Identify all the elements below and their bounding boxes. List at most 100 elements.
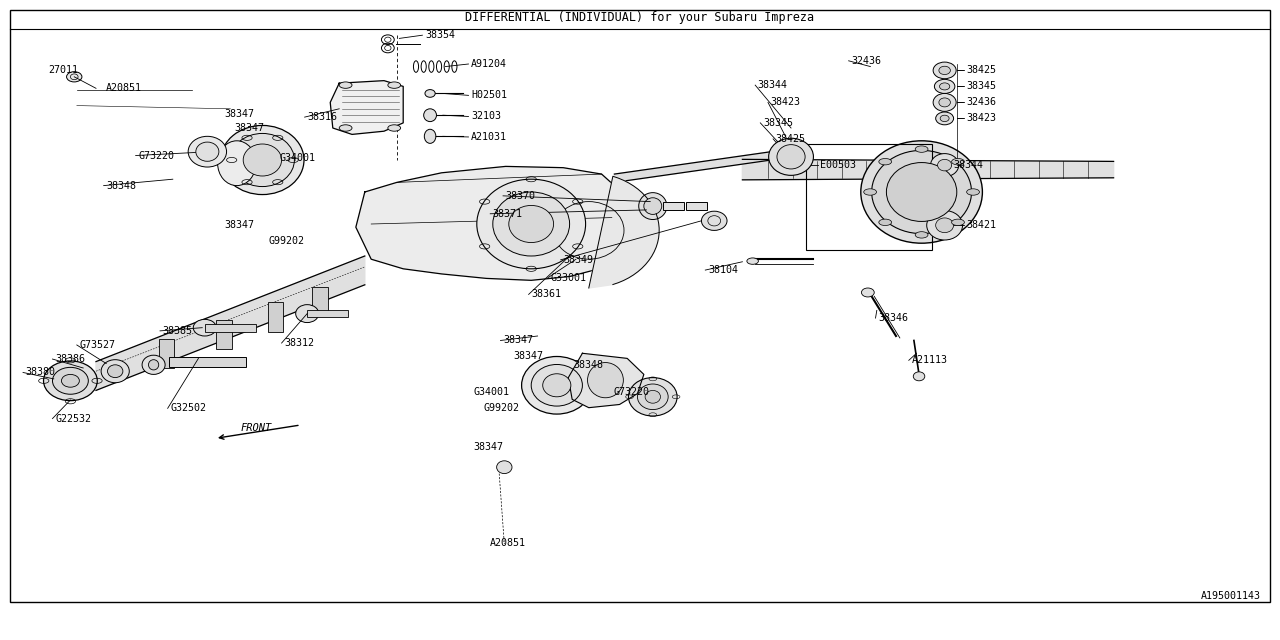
Ellipse shape [508, 205, 553, 243]
Text: 38347: 38347 [503, 335, 532, 346]
Text: 38423: 38423 [966, 113, 996, 124]
Ellipse shape [872, 150, 972, 234]
Text: A20851: A20851 [106, 83, 142, 93]
Ellipse shape [861, 288, 874, 297]
Ellipse shape [940, 67, 951, 75]
Text: G99202: G99202 [484, 403, 520, 413]
Text: 38354: 38354 [425, 30, 454, 40]
Ellipse shape [243, 144, 282, 176]
Bar [686, 202, 707, 210]
Ellipse shape [940, 83, 950, 90]
Ellipse shape [44, 361, 97, 401]
Ellipse shape [914, 372, 925, 381]
Ellipse shape [193, 319, 216, 336]
Ellipse shape [67, 72, 82, 82]
Circle shape [879, 159, 892, 165]
Text: G33001: G33001 [550, 273, 586, 283]
Text: A21031: A21031 [471, 132, 507, 142]
Ellipse shape [637, 384, 668, 410]
Ellipse shape [860, 141, 983, 243]
Ellipse shape [588, 362, 623, 397]
Text: 32436: 32436 [966, 97, 996, 108]
Text: 38361: 38361 [531, 289, 561, 300]
Bar [663, 202, 684, 210]
Text: DIFFERENTIAL (INDIVIDUAL) for your Subaru Impreza: DIFFERENTIAL (INDIVIDUAL) for your Subar… [466, 11, 814, 24]
Ellipse shape [425, 129, 435, 143]
Polygon shape [568, 353, 644, 408]
Ellipse shape [933, 62, 956, 79]
Ellipse shape [230, 133, 294, 187]
Text: 38348: 38348 [106, 180, 136, 191]
Text: 38386: 38386 [55, 354, 84, 364]
Ellipse shape [639, 193, 667, 220]
Text: G34001: G34001 [279, 153, 315, 163]
Ellipse shape [493, 192, 570, 256]
Ellipse shape [936, 218, 954, 233]
Text: FRONT: FRONT [241, 422, 271, 433]
Ellipse shape [777, 145, 805, 169]
Ellipse shape [940, 115, 950, 122]
Text: G73527: G73527 [79, 340, 115, 350]
Bar [205, 324, 256, 332]
Bar [806, 144, 932, 250]
Text: G22532: G22532 [55, 413, 91, 424]
Ellipse shape [61, 374, 79, 387]
Text: 38346: 38346 [878, 313, 908, 323]
Text: 38349: 38349 [563, 255, 593, 265]
Text: 38316: 38316 [307, 112, 337, 122]
Text: 38425: 38425 [966, 65, 996, 76]
Ellipse shape [101, 360, 129, 383]
Ellipse shape [218, 141, 256, 186]
Text: A20851: A20851 [490, 538, 526, 548]
Circle shape [915, 146, 928, 152]
Text: 38344: 38344 [954, 160, 983, 170]
Ellipse shape [927, 211, 963, 240]
Circle shape [864, 189, 877, 195]
Text: H02501: H02501 [471, 90, 507, 100]
Ellipse shape [644, 198, 662, 214]
Ellipse shape [748, 258, 759, 264]
Text: 32103: 32103 [471, 111, 500, 122]
Bar [312, 287, 328, 316]
Ellipse shape [701, 211, 727, 230]
Text: G73220: G73220 [613, 387, 649, 397]
Ellipse shape [645, 390, 660, 403]
Ellipse shape [934, 79, 955, 93]
Text: A91204: A91204 [471, 59, 507, 69]
Bar [169, 357, 246, 367]
Text: 27011: 27011 [49, 65, 78, 76]
Circle shape [388, 125, 401, 131]
Text: 38347: 38347 [474, 442, 503, 452]
Circle shape [966, 189, 979, 195]
Ellipse shape [531, 365, 582, 406]
Text: 38348: 38348 [573, 360, 603, 370]
Polygon shape [742, 159, 1114, 180]
Text: A195001143: A195001143 [1201, 591, 1261, 602]
Circle shape [915, 232, 928, 238]
Text: 38425: 38425 [776, 134, 805, 144]
Text: 38344: 38344 [758, 80, 787, 90]
Ellipse shape [543, 374, 571, 397]
Text: A21113: A21113 [911, 355, 947, 365]
Bar [159, 339, 174, 368]
Ellipse shape [931, 154, 959, 177]
Polygon shape [589, 176, 659, 288]
Ellipse shape [196, 142, 219, 161]
Text: 32436: 32436 [851, 56, 881, 66]
Ellipse shape [886, 163, 957, 221]
Ellipse shape [940, 98, 951, 107]
Ellipse shape [628, 378, 677, 416]
Text: 38423: 38423 [771, 97, 800, 108]
Text: 38347: 38347 [224, 220, 253, 230]
Text: 38345: 38345 [763, 118, 792, 128]
Bar [307, 310, 348, 317]
Polygon shape [96, 256, 365, 390]
Ellipse shape [52, 367, 88, 394]
Ellipse shape [188, 136, 227, 167]
Text: 38421: 38421 [966, 220, 996, 230]
Polygon shape [356, 166, 614, 280]
Text: G34001: G34001 [474, 387, 509, 397]
Text: 38104: 38104 [708, 265, 737, 275]
Ellipse shape [936, 112, 954, 125]
Text: G32502: G32502 [170, 403, 206, 413]
